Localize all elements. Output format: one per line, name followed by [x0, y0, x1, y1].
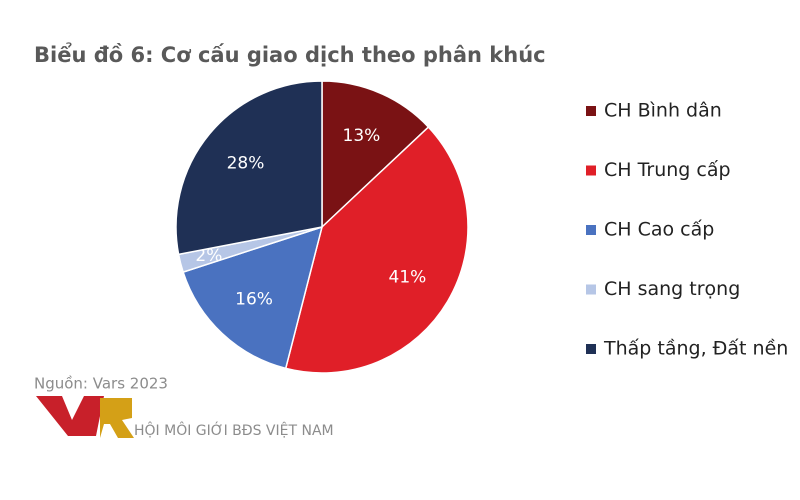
- legend-label: CH Trung cấp: [604, 159, 731, 181]
- legend-swatch: [586, 344, 596, 354]
- data-label: 16%: [235, 289, 273, 309]
- pie-slice: [175, 80, 323, 256]
- pie-slice: [321, 80, 430, 229]
- legend-swatch: [586, 165, 596, 176]
- legend-swatch: [586, 284, 596, 295]
- data-label: 2%: [195, 246, 222, 266]
- logo: [36, 396, 134, 438]
- pie: 13% 41% 16% 2% 28%: [175, 80, 469, 374]
- legend-label: Thấp tầng, Đất nền: [603, 338, 788, 360]
- legend-swatch: [586, 225, 596, 235]
- pie-slice: [284, 125, 469, 374]
- data-label: 13%: [343, 126, 381, 146]
- legend-label: CH sang trọng: [604, 278, 740, 300]
- legend-swatch: [586, 106, 596, 116]
- data-label: 41%: [389, 268, 427, 288]
- chart-title: Biểu đồ 6: Cơ cấu giao dịch theo phân kh…: [34, 42, 546, 67]
- source: Nguồn: Vars 2023: [34, 375, 168, 393]
- legend: CH Bình dân CH Trung cấp CH Cao cấp CH sang…: [586, 100, 788, 360]
- legend-label: CH Bình dân: [604, 100, 722, 122]
- data-label: 28%: [227, 154, 265, 174]
- logo-mark: [100, 398, 134, 438]
- logo-text: HỘI MÔI GIỚI BĐS VIỆT NAM: [134, 421, 334, 439]
- legend-label: CH Cao cấp: [604, 219, 714, 241]
- logo-mark: [36, 396, 104, 436]
- pie-slice: [182, 225, 324, 370]
